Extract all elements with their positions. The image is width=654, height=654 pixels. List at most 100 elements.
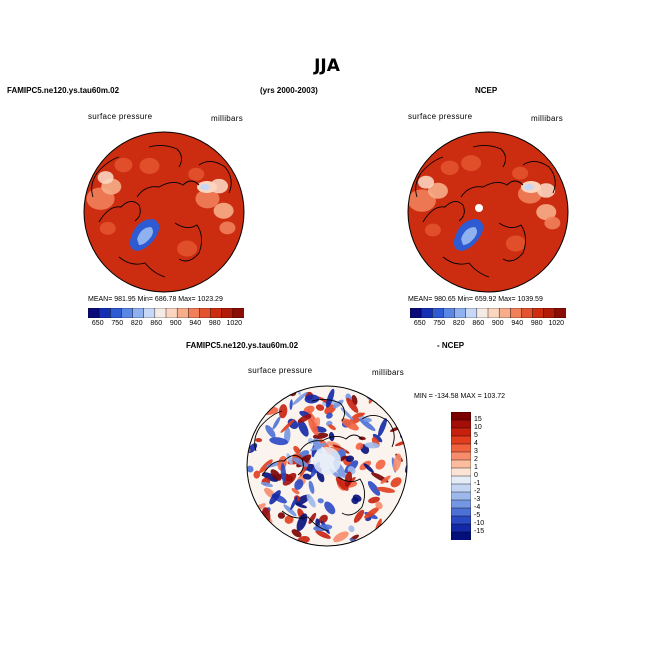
difference-contour bbox=[355, 442, 364, 450]
coastline bbox=[136, 180, 200, 198]
difference-contour bbox=[353, 509, 365, 523]
difference-contour bbox=[269, 437, 288, 446]
difference-contour bbox=[284, 515, 294, 524]
difference-contour bbox=[325, 388, 335, 408]
difference-contour bbox=[392, 453, 402, 472]
greenland-contour bbox=[461, 227, 477, 245]
colorbar-tick-label: 820 bbox=[130, 320, 143, 327]
colorbar-tick-label: -1 bbox=[474, 480, 481, 487]
coastline bbox=[281, 510, 329, 532]
colorbar-cell bbox=[210, 308, 223, 318]
panel3-stats: MIN = -134.58 MAX = 103.72 bbox=[414, 393, 506, 400]
colorbar-cell bbox=[487, 308, 500, 318]
center-header: (yrs 2000-2003) bbox=[260, 86, 318, 95]
pressure-contour bbox=[177, 240, 198, 257]
difference-contour bbox=[295, 494, 310, 506]
panel3-variable-label: surface pressure bbox=[248, 366, 313, 375]
plateau-contour bbox=[524, 184, 534, 190]
difference-contour bbox=[315, 404, 325, 411]
colorbar-cell bbox=[221, 308, 234, 318]
colorbar-cell bbox=[199, 308, 212, 318]
colorbar-tick-label: 650 bbox=[91, 320, 104, 327]
colorbar-tick-label: 980 bbox=[208, 320, 221, 327]
colorbar-cell bbox=[143, 308, 156, 318]
coastline bbox=[91, 156, 120, 198]
difference-contour bbox=[372, 433, 383, 443]
difference-contour bbox=[292, 457, 309, 467]
difference-contour bbox=[255, 438, 263, 443]
colorbar-cell bbox=[543, 308, 556, 318]
colorbar-cell bbox=[451, 531, 471, 540]
coastline bbox=[198, 161, 232, 194]
panel1-colorbar bbox=[88, 308, 244, 318]
difference-contour bbox=[328, 424, 336, 431]
difference-contour bbox=[368, 496, 380, 504]
coastline bbox=[337, 476, 365, 516]
difference-contour bbox=[364, 442, 380, 449]
colorbar-tick-label: 860 bbox=[472, 320, 485, 327]
pressure-contour bbox=[505, 235, 526, 252]
colorbar-tick-label: 10 bbox=[474, 424, 482, 431]
colorbar-cell bbox=[451, 475, 471, 485]
difference-contour bbox=[364, 507, 380, 519]
difference-contour bbox=[260, 481, 274, 488]
map-boundary bbox=[246, 385, 408, 547]
right-panel-header: NCEP bbox=[475, 86, 498, 95]
difference-contour bbox=[277, 512, 286, 519]
colorbar-cell bbox=[232, 308, 244, 318]
difference-contour bbox=[308, 480, 315, 494]
coastline bbox=[299, 434, 363, 452]
pressure-contour bbox=[213, 202, 234, 219]
bottom-left-header: FAMIPC5.ne120.ys.tau60m.02 bbox=[186, 341, 299, 350]
coastline bbox=[261, 455, 304, 477]
difference-contour bbox=[280, 419, 295, 433]
pressure-contour bbox=[97, 171, 114, 184]
plateau-contour bbox=[200, 184, 210, 190]
panel1-colorbar-labels: 650 750 820 860 900 940 980 1020 bbox=[88, 320, 244, 330]
coastline bbox=[148, 144, 182, 168]
panel3-colorbar-labels: 15 10 5 4 3 2 1 0 -1 -2 -3 -4 -5 -10 -15 bbox=[474, 412, 504, 540]
colorbar-tick-label: 750 bbox=[111, 320, 124, 327]
pressure-contour bbox=[219, 221, 236, 235]
pressure-contour bbox=[188, 167, 205, 181]
colorbar-tick-label: 0 bbox=[474, 472, 478, 479]
colorbar-cell bbox=[110, 308, 122, 318]
difference-contour bbox=[378, 418, 387, 437]
difference-contour bbox=[332, 399, 344, 409]
pressure-contour bbox=[440, 160, 459, 175]
left-panel-header: FAMIPC5.ne120.ys.tau60m.02 bbox=[7, 86, 120, 95]
panel1-variable-label: surface pressure bbox=[88, 112, 153, 121]
coastline bbox=[460, 180, 524, 198]
colorbar-cell bbox=[451, 451, 471, 461]
coastline bbox=[174, 222, 202, 262]
colorbar-cell bbox=[521, 308, 534, 318]
difference-contour bbox=[407, 458, 412, 467]
colorbar-cell bbox=[454, 308, 467, 318]
colorbar-cell bbox=[451, 412, 471, 421]
pressure-contour bbox=[418, 175, 435, 189]
difference-contour bbox=[341, 418, 359, 431]
colorbar-tick-label: 900 bbox=[491, 320, 504, 327]
colorbar-tick-label: 860 bbox=[150, 320, 163, 327]
colorbar-cell bbox=[554, 308, 566, 318]
colorbar-cell bbox=[165, 308, 178, 318]
colorbar-tick-label: 2 bbox=[474, 456, 478, 463]
colorbar-cell bbox=[88, 308, 100, 318]
difference-contour bbox=[317, 498, 324, 504]
colorbar-cell bbox=[188, 308, 200, 318]
coastline bbox=[472, 144, 506, 168]
panel1-stats: MEAN= 981.95 Min= 686.78 Max= 1023.29 bbox=[88, 296, 223, 303]
map-boundary bbox=[83, 131, 245, 293]
coastline bbox=[98, 201, 141, 223]
difference-contour bbox=[297, 419, 309, 437]
pole-missing-data bbox=[475, 204, 483, 212]
difference-contour bbox=[340, 407, 354, 421]
difference-contour bbox=[376, 486, 396, 493]
panel3-units-label: millibars bbox=[372, 368, 405, 377]
difference-contour bbox=[308, 512, 317, 524]
colorbar-tick-label: -15 bbox=[474, 528, 485, 535]
colorbar-tick-label: 940 bbox=[189, 320, 202, 327]
greenland-contour bbox=[137, 227, 153, 245]
colorbar-cell bbox=[451, 491, 471, 501]
colorbar-cell bbox=[176, 308, 189, 318]
